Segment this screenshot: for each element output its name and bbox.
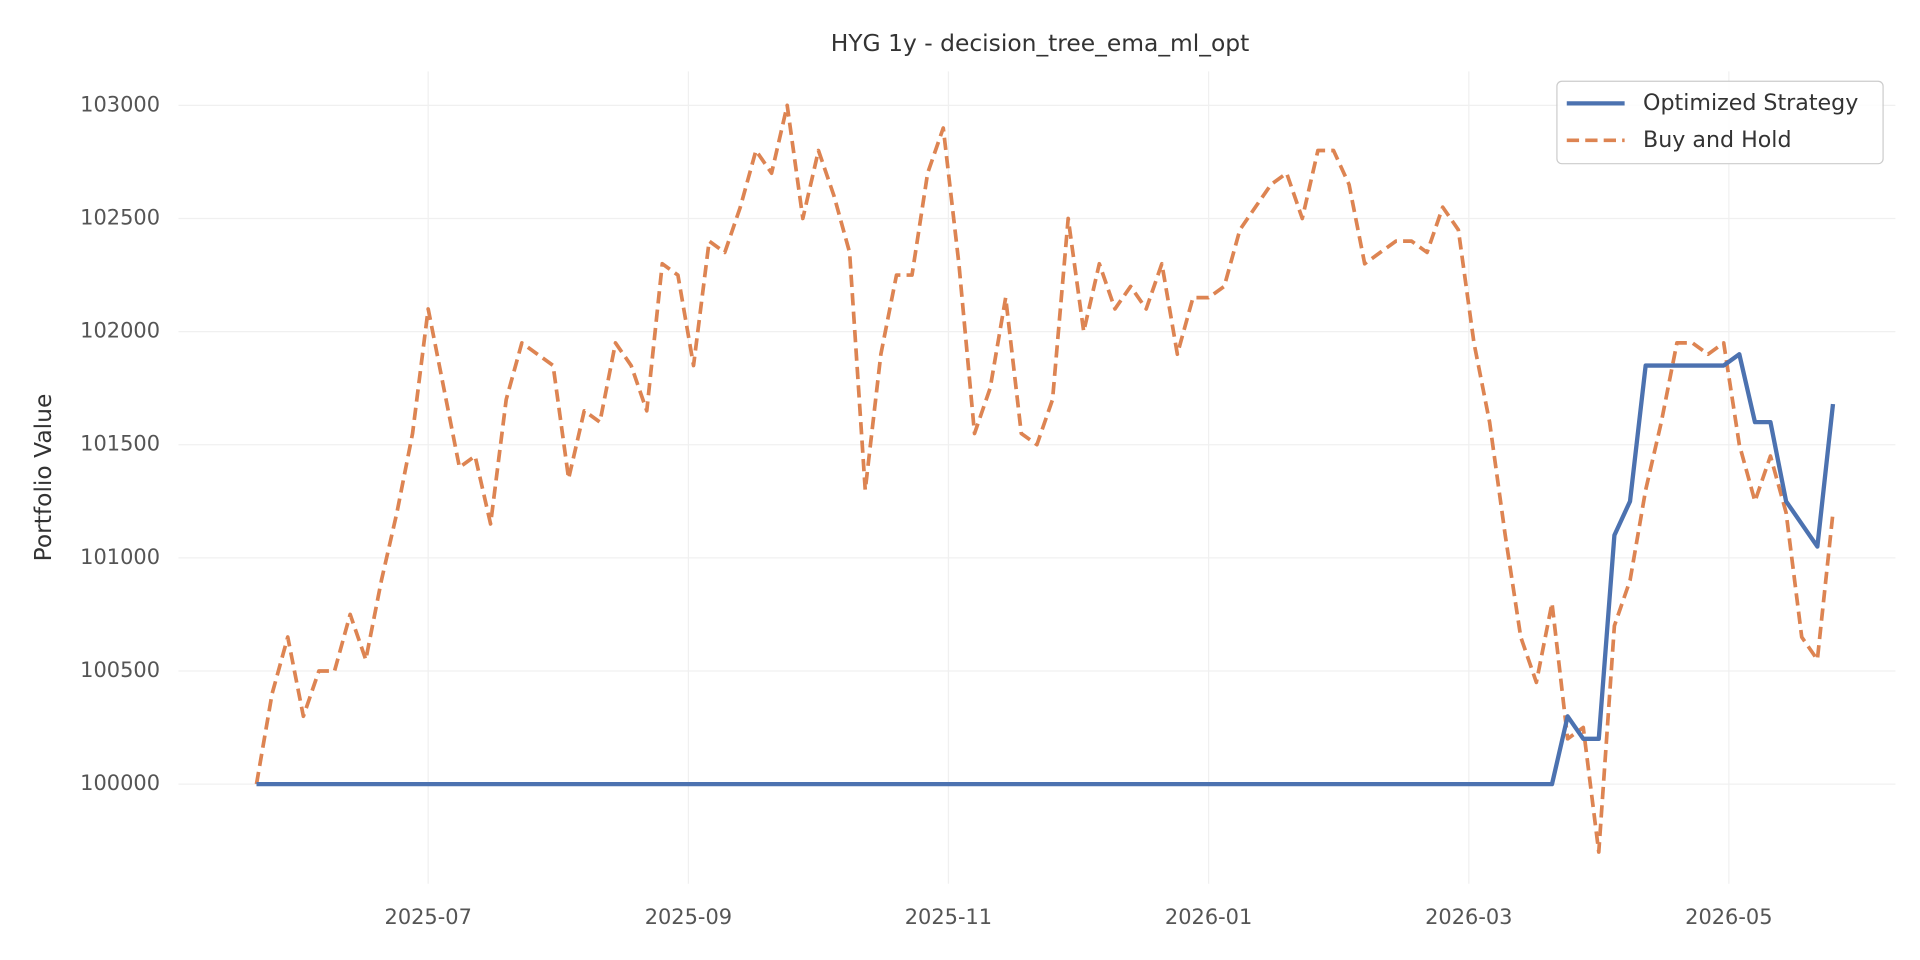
x-tick-label: 2026-01 xyxy=(1165,905,1252,929)
legend-label: Optimized Strategy xyxy=(1643,90,1858,116)
y-tick-label: 101500 xyxy=(80,432,160,456)
chart-title: HYG 1y - decision_tree_ema_ml_opt xyxy=(831,29,1250,57)
y-tick-label: 102000 xyxy=(80,319,160,343)
legend-label: Buy and Hold xyxy=(1643,127,1791,153)
y-tick-label: 100000 xyxy=(80,771,160,795)
x-tick-label: 2025-07 xyxy=(385,905,472,929)
x-tick-label: 2025-11 xyxy=(905,905,992,929)
y-tick-label: 101000 xyxy=(80,545,160,569)
y-tick-label: 102500 xyxy=(80,205,160,229)
series-line xyxy=(254,103,1835,854)
x-tick-label: 2026-03 xyxy=(1425,905,1512,929)
legend-box xyxy=(1556,80,1884,165)
y-tick-label: 100500 xyxy=(80,658,160,682)
y-tick-label: 103000 xyxy=(80,92,160,116)
y-axis-title: Portfolio Value xyxy=(29,394,57,562)
series-line xyxy=(256,352,1836,787)
x-tick-label: 2025-09 xyxy=(645,905,732,929)
x-tick-label: 2026-05 xyxy=(1685,905,1772,929)
